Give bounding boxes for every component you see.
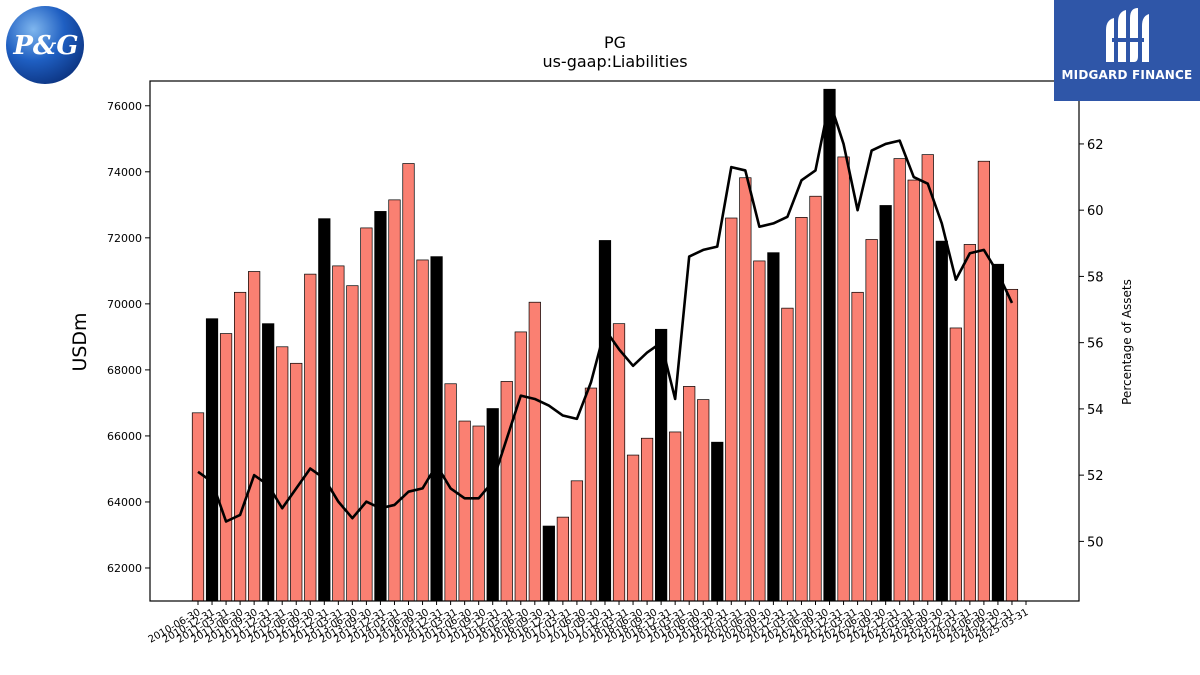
bar-2019-12-31 bbox=[725, 217, 738, 602]
y-axis-label: USDm bbox=[69, 312, 91, 371]
pg-logo: P&G bbox=[5, 5, 85, 85]
bar-2023-12-31 bbox=[949, 327, 962, 602]
y-tick-label: 74000 bbox=[107, 166, 142, 179]
y-tick-label: 76000 bbox=[107, 100, 142, 113]
bar-2023-09-30 bbox=[935, 240, 948, 602]
bar-2022-03-31 bbox=[851, 291, 864, 602]
y-tick-label: 72000 bbox=[107, 232, 142, 245]
pg-logo-graphic: P&G bbox=[6, 6, 84, 84]
bar-2010-09-30 bbox=[205, 318, 219, 602]
bar-2024-06-30 bbox=[977, 160, 991, 602]
chart-title: PG bbox=[604, 33, 626, 52]
bar-2016-06-30 bbox=[528, 301, 541, 602]
bar-2011-03-31 bbox=[234, 291, 247, 602]
bar-2023-06-30 bbox=[921, 154, 934, 602]
percentage-of-assets-line bbox=[197, 99, 1014, 523]
y2-tick-label: 58 bbox=[1087, 270, 1104, 285]
bar-2017-06-30 bbox=[584, 387, 598, 602]
bar-2020-09-30 bbox=[767, 252, 780, 602]
y2-tick-label: 60 bbox=[1087, 204, 1104, 219]
bar-2018-12-31 bbox=[669, 431, 682, 602]
bar-2011-12-31 bbox=[276, 346, 289, 602]
bar-2019-09-30 bbox=[711, 441, 724, 602]
bar-2013-09-30 bbox=[374, 211, 387, 602]
bar-2021-09-30 bbox=[823, 88, 836, 602]
bar-2016-09-30 bbox=[542, 525, 555, 602]
bar-2012-12-31 bbox=[332, 265, 345, 602]
bar-2013-12-31 bbox=[388, 199, 401, 602]
pg-logo-text: P&G bbox=[12, 31, 78, 61]
bar-2020-12-31 bbox=[781, 307, 794, 602]
bar-2019-06-30 bbox=[697, 399, 710, 602]
bar-2017-03-31 bbox=[570, 480, 584, 602]
bar-2022-09-30 bbox=[879, 205, 892, 602]
bars-layer bbox=[191, 88, 1019, 602]
y-tick-label: 68000 bbox=[107, 364, 142, 377]
bar-2014-06-30 bbox=[416, 259, 429, 602]
y2-tick-label: 50 bbox=[1087, 535, 1104, 550]
bar-2021-12-31 bbox=[837, 156, 850, 602]
bar-2016-12-31 bbox=[556, 516, 569, 602]
bar-2012-09-30 bbox=[318, 218, 331, 602]
bar-2021-06-30 bbox=[809, 195, 822, 602]
bar-2014-09-30 bbox=[430, 256, 443, 602]
percentage-line-layer bbox=[197, 99, 1014, 523]
bar-2024-12-31 bbox=[1005, 288, 1019, 602]
bar-2024-03-31 bbox=[963, 244, 976, 602]
bar-2015-03-31 bbox=[458, 420, 471, 602]
bar-2018-03-31 bbox=[626, 454, 640, 602]
y2-tick-label: 52 bbox=[1087, 469, 1104, 484]
bar-2010-06-30 bbox=[191, 412, 205, 602]
y2-tick-label: 56 bbox=[1087, 337, 1104, 352]
bar-2022-06-30 bbox=[865, 239, 878, 602]
midgard-logo-text: MIDGARD FINANCE bbox=[1061, 68, 1193, 82]
midgard-logo-icon bbox=[1106, 8, 1149, 62]
bar-2012-06-30 bbox=[304, 273, 317, 602]
bar-2019-03-31 bbox=[683, 386, 696, 602]
left-axis-ticks: 62000 64000 66000 68000 70000 72000 74000 76000 bbox=[107, 100, 150, 575]
y-tick-label: 70000 bbox=[107, 298, 142, 311]
y2-tick-label: 62 bbox=[1087, 138, 1104, 153]
midgard-finance-logo: MIDGARD FINANCE bbox=[1054, 0, 1200, 101]
bar-2013-06-30 bbox=[360, 227, 373, 602]
bar-2010-12-31 bbox=[219, 333, 233, 602]
bar-2015-09-30 bbox=[486, 408, 499, 602]
bar-2015-06-30 bbox=[472, 425, 485, 602]
bar-2017-12-31 bbox=[612, 323, 626, 602]
y-tick-label: 62000 bbox=[107, 562, 142, 575]
y2-axis-label: Percentage of Assets bbox=[1120, 279, 1134, 405]
bar-2011-09-30 bbox=[262, 323, 275, 602]
bar-2018-09-30 bbox=[655, 328, 668, 602]
bar-2015-12-31 bbox=[500, 381, 513, 602]
plot-frame bbox=[149, 80, 1080, 602]
bar-2023-03-31 bbox=[907, 179, 920, 602]
bar-2013-03-31 bbox=[346, 285, 359, 602]
y2-tick-label: 54 bbox=[1087, 403, 1104, 418]
bar-2020-03-31 bbox=[739, 177, 752, 602]
bar-2024-09-30 bbox=[991, 263, 1005, 602]
right-axis-ticks: 50 52 54 56 58 60 62 bbox=[1079, 138, 1104, 550]
bar-2018-06-30 bbox=[640, 437, 654, 602]
x-axis-ticks: 2010-06-302010-12-312011-03-312011-06-30… bbox=[147, 601, 1031, 646]
bar-2021-03-31 bbox=[795, 217, 808, 602]
y-tick-label: 64000 bbox=[107, 496, 142, 509]
bar-2022-12-31 bbox=[893, 158, 906, 602]
chart-subtitle: us-gaap:Liabilities bbox=[542, 52, 687, 71]
bar-2017-09-30 bbox=[598, 240, 612, 602]
bar-2011-06-30 bbox=[248, 271, 261, 602]
bar-2020-06-30 bbox=[753, 260, 766, 602]
y-tick-label: 66000 bbox=[107, 430, 142, 443]
bar-2014-03-31 bbox=[402, 163, 415, 602]
bar-2016-03-31 bbox=[514, 331, 527, 602]
